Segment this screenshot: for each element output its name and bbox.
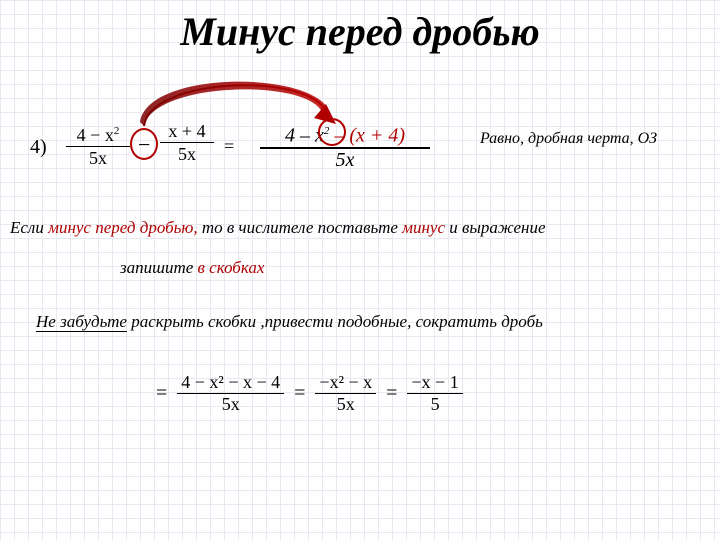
underlined-reminder: Не забудьте bbox=[36, 312, 127, 332]
equals-sign: = bbox=[224, 136, 234, 157]
chain-eq-2: = bbox=[288, 382, 311, 405]
chain-eq-3: = bbox=[380, 382, 403, 405]
equation-chain: = 4 − x² − x − 4 5x = −x² − x 5x = −x − … bbox=[150, 372, 463, 432]
main-equation-row: 4) 4 − x2 5x − x + 4 5x = 4 – x2 – (x + … bbox=[30, 120, 690, 200]
frac1-denominator: 5x bbox=[66, 146, 130, 169]
fraction-2: x + 4 5x bbox=[160, 120, 214, 165]
oval-highlight-result-minus bbox=[318, 118, 346, 146]
frac2-denominator: 5x bbox=[160, 142, 214, 165]
frac1-numerator: 4 − x2 bbox=[66, 120, 130, 146]
chain-frac-2: −x² − x 5x bbox=[315, 372, 376, 415]
frac3-denominator: 5x bbox=[260, 147, 430, 171]
explain-line-2: запишите в скобках bbox=[120, 258, 264, 278]
oval-highlight-minus bbox=[130, 128, 158, 160]
fraction-1: 4 − x2 5x bbox=[66, 120, 130, 169]
chain-frac-1: 4 − x² − x − 4 5x bbox=[177, 372, 284, 415]
problem-number: 4) bbox=[30, 136, 47, 159]
page-title: Минус перед дробью bbox=[0, 8, 720, 55]
chain-frac-3: −x − 1 5 bbox=[407, 372, 462, 415]
chain-eq-1: = bbox=[150, 382, 173, 405]
explain-line-1: Если минус перед дробью, то в числителе … bbox=[10, 218, 710, 238]
explain-line-3: Не забудьте раскрыть скобки ,привести по… bbox=[36, 312, 696, 332]
frac2-numerator: x + 4 bbox=[160, 120, 214, 142]
note-right: Равно, дробная черта, ОЗ bbox=[480, 130, 657, 148]
